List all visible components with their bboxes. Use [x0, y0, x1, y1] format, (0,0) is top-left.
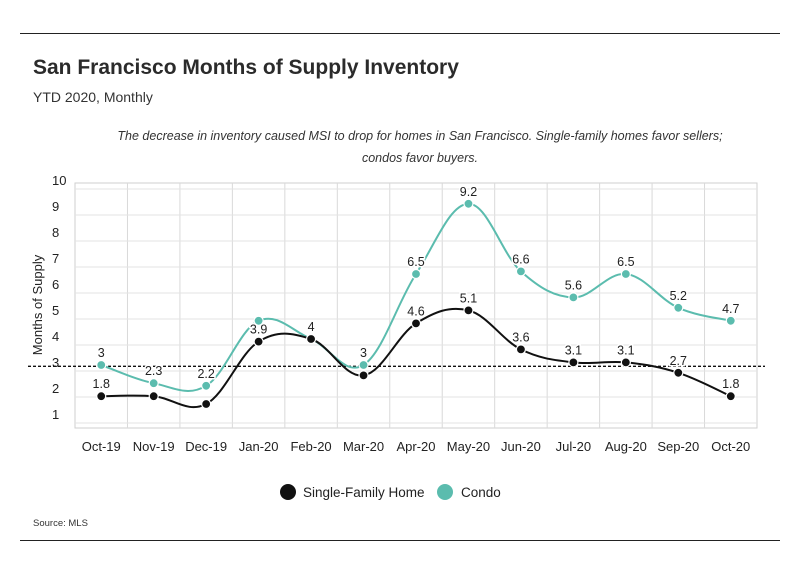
condo-data-label: 5.6 — [565, 278, 582, 292]
condo-point — [515, 266, 527, 277]
plot-area — [74, 182, 758, 429]
condo-point — [148, 378, 159, 389]
source-note: Source: MLS — [33, 518, 88, 529]
chart-subtitle: YTD 2020, Monthly — [33, 89, 153, 105]
single-family-home-point — [620, 357, 631, 368]
x-tick-label: Feb-20 — [290, 439, 331, 454]
single-family-home-point — [673, 367, 684, 378]
x-tick-label: Jul-20 — [556, 439, 591, 454]
condo-data-label: 6.5 — [617, 255, 634, 269]
y-tick-label: 4 — [52, 329, 59, 344]
y-tick-label: 3 — [52, 355, 59, 370]
single-family-home-point — [358, 370, 369, 381]
condo-data-label: 2.3 — [145, 364, 162, 378]
y-tick-label: 5 — [52, 303, 59, 318]
condo-point — [568, 292, 579, 303]
condo-data-label: 9.2 — [460, 185, 477, 199]
bottom-rule — [20, 540, 780, 541]
condo-point — [201, 380, 212, 391]
x-tick-label: Oct-19 — [82, 439, 121, 454]
condo-point — [463, 198, 474, 209]
legend-label-condo: Condo — [461, 485, 501, 500]
y-tick-label: 2 — [52, 381, 59, 396]
x-tick-label: Oct-20 — [711, 439, 750, 454]
single-family-home-point — [201, 398, 212, 410]
legend-marker-condo — [437, 484, 453, 500]
y-axis-title: Months of Supply — [30, 254, 45, 355]
chart-annotation: The decrease in inventory caused MSI to … — [117, 129, 723, 165]
single-family-home-data-label: 2.7 — [670, 354, 687, 368]
condo-data-label: 3 — [360, 346, 367, 360]
y-tick-label: 7 — [52, 251, 59, 266]
condo-data-label: 3 — [98, 346, 105, 360]
condo-data-label: 6.5 — [407, 255, 424, 269]
x-tick-label: Nov-19 — [133, 439, 175, 454]
single-family-home-point — [463, 305, 474, 316]
condo-data-label: 5.2 — [670, 289, 687, 303]
x-tick-label: Dec-19 — [185, 439, 227, 454]
y-tick-label: 9 — [52, 199, 59, 214]
top-rule — [20, 33, 780, 34]
x-tick-label: Apr-20 — [396, 439, 435, 454]
single-family-home-data-label: 4 — [308, 320, 315, 334]
condo-data-label: 2.2 — [197, 367, 214, 381]
condo-data-label: 4.7 — [722, 302, 739, 316]
single-family-home-data-label: 3.1 — [617, 343, 634, 357]
single-family-home-data-label: 4.6 — [407, 304, 424, 318]
legend-label-single-family-home: Single-Family Home — [303, 485, 425, 500]
y-tick-label: 10 — [52, 173, 66, 188]
single-family-home-data-label: 3.6 — [512, 330, 529, 344]
x-tick-label: Jun-20 — [501, 439, 541, 454]
single-family-home-data-label: 3.1 — [565, 343, 582, 357]
single-family-home-point — [725, 391, 736, 402]
single-family-home-data-label: 1.8 — [93, 377, 110, 391]
single-family-home-point — [253, 336, 264, 347]
condo-point — [410, 268, 422, 280]
chart-title: San Francisco Months of Supply Inventory — [33, 56, 459, 79]
condo-point — [253, 315, 264, 326]
condo-point — [96, 359, 107, 371]
condo-data-label: 6.6 — [512, 252, 529, 266]
condo-point — [725, 315, 736, 326]
y-tick-label: 1 — [52, 407, 59, 422]
x-tick-label: Aug-20 — [605, 439, 647, 454]
single-family-home-point — [148, 391, 159, 402]
y-tick-label: 8 — [52, 225, 59, 240]
x-tick-label: Sep-20 — [657, 439, 699, 454]
single-family-home-data-label: 1.8 — [722, 377, 739, 391]
condo-point — [620, 268, 631, 280]
single-family-home-data-label: 5.1 — [460, 291, 477, 305]
single-family-home-point — [96, 391, 107, 402]
legend-marker-single-family-home — [280, 484, 296, 500]
single-family-home-data-label: 3.9 — [250, 323, 267, 337]
x-tick-label: Mar-20 — [343, 439, 384, 454]
condo-point — [358, 359, 369, 371]
y-tick-label: 6 — [52, 277, 59, 292]
x-tick-label: May-20 — [447, 439, 490, 454]
single-family-home-point — [305, 333, 317, 345]
x-tick-label: Jan-20 — [239, 439, 279, 454]
single-family-home-point — [568, 357, 579, 368]
single-family-home-point — [410, 318, 422, 329]
single-family-home-point — [515, 344, 527, 355]
condo-point — [673, 302, 684, 313]
